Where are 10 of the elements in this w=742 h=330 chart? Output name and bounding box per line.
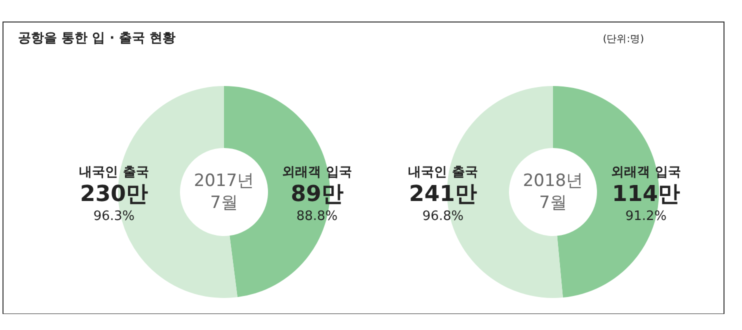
slice-label: 내국인 출국 bbox=[408, 165, 478, 180]
text: (단위:명) bbox=[602, 34, 644, 45]
text: 공항을 통한 입 · 출국 현황 bbox=[18, 31, 176, 46]
slice-label: 내국인 출국 bbox=[79, 165, 149, 180]
data-label: 241만 96.8% bbox=[409, 182, 477, 224]
data-label: 230만 96.3% bbox=[80, 182, 148, 224]
slice-label: 외래객 입국 bbox=[282, 165, 352, 180]
slice-label: 외래객 입국 bbox=[611, 165, 681, 180]
text: 2018년 7월 bbox=[522, 171, 584, 213]
text: 2017년 7월 bbox=[194, 171, 254, 213]
